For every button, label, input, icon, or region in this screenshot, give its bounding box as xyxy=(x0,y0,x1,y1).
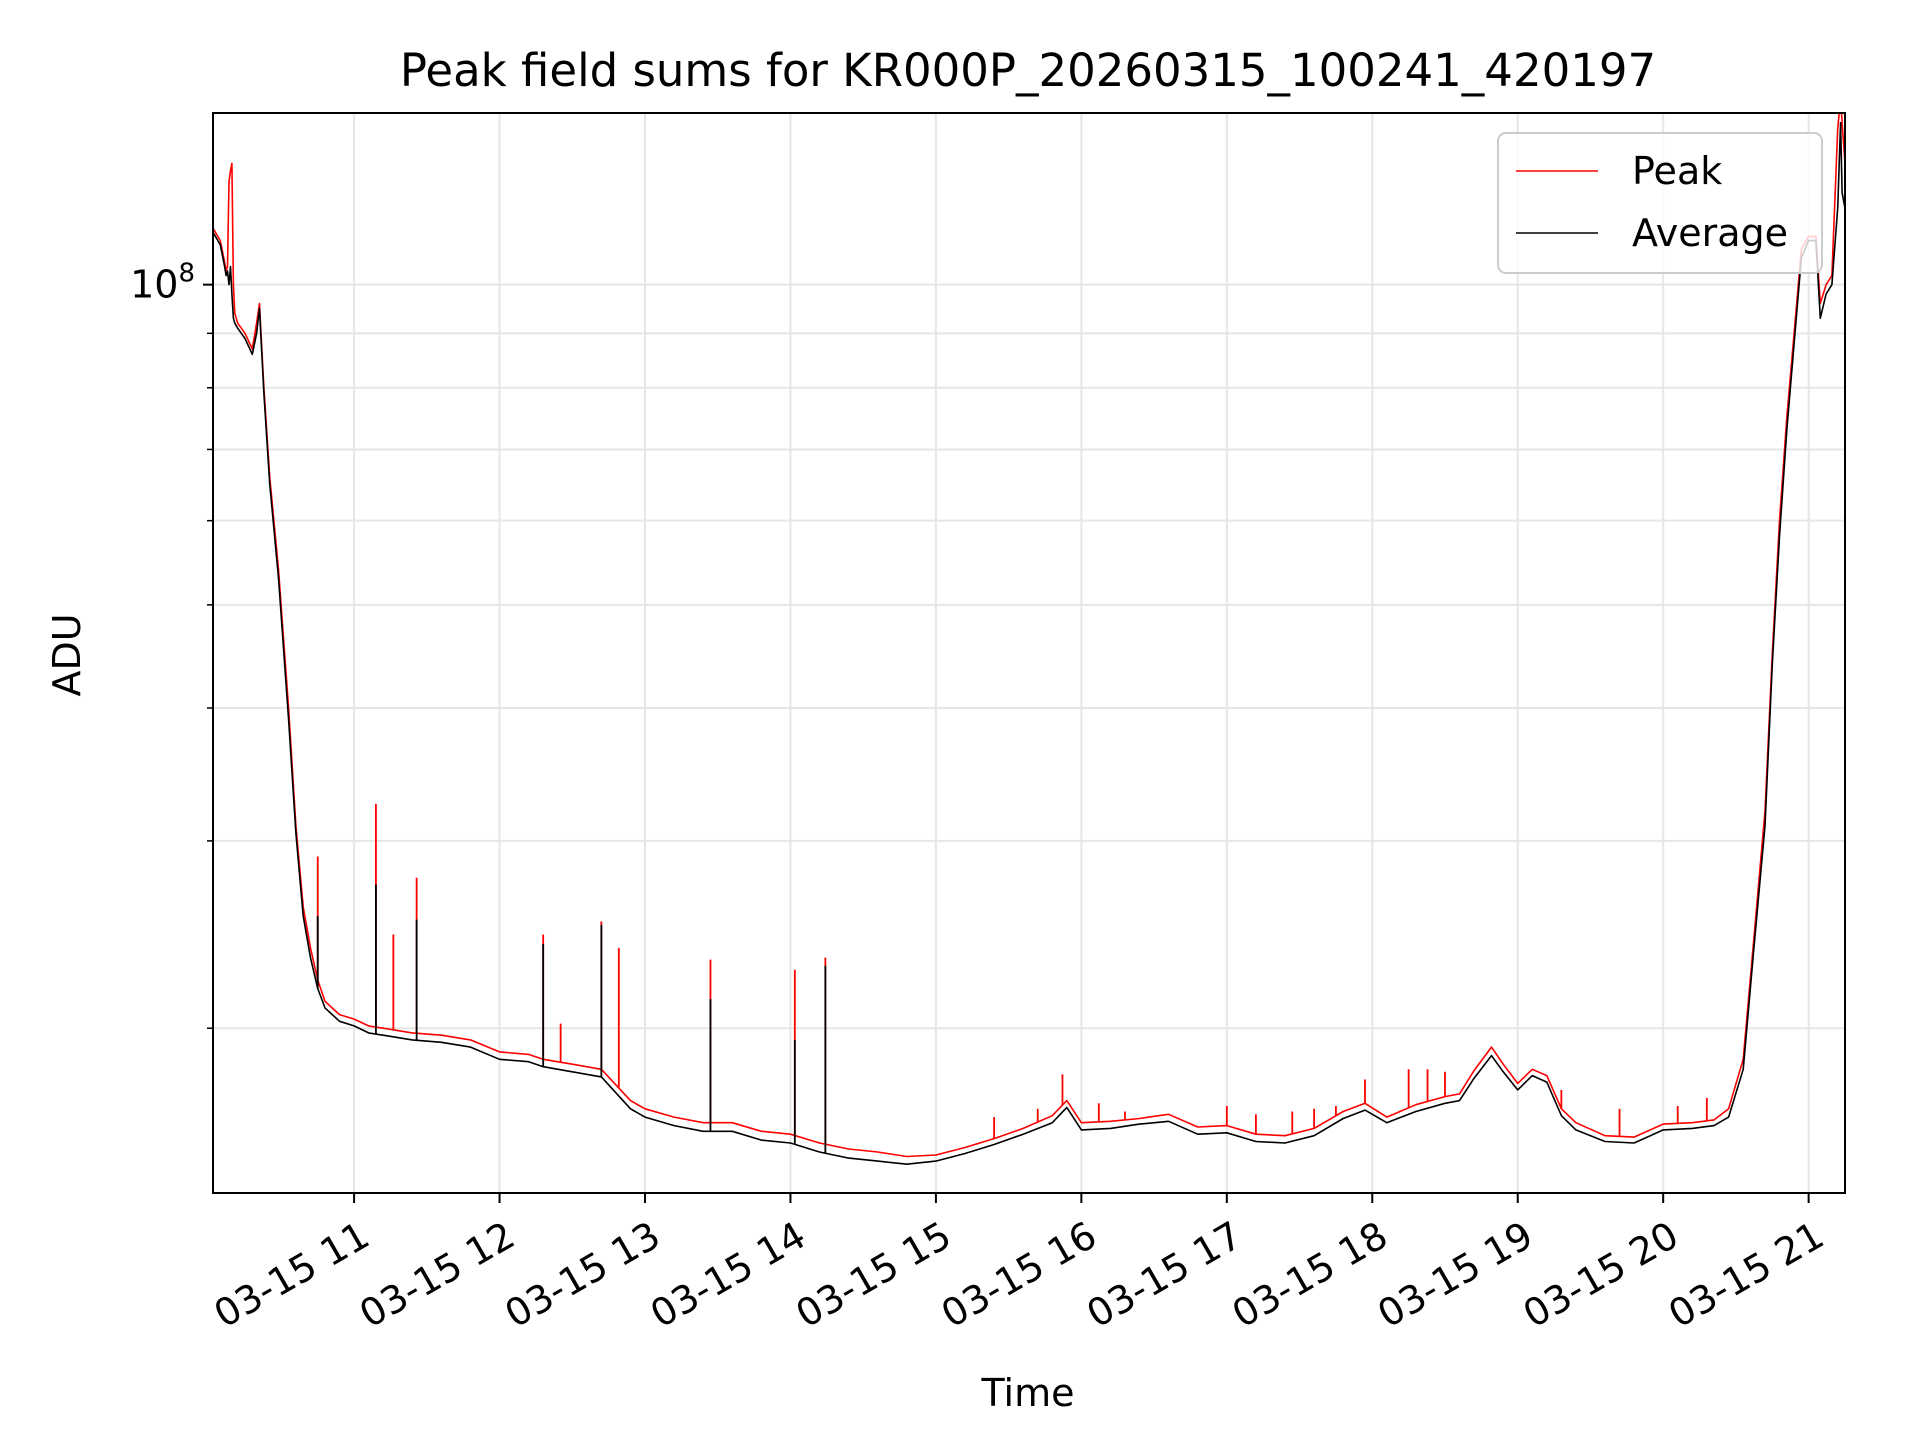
series-average xyxy=(213,121,1845,1165)
plot-area-frame xyxy=(212,112,1846,1194)
chart-title: Peak field sums for KR000P_20260315_1002… xyxy=(400,44,1656,97)
y-axis-ticks: 108 xyxy=(130,259,213,1029)
legend-label-average: Average xyxy=(1632,211,1788,255)
x-gridlines xyxy=(353,113,1810,1193)
x-axis-label: Time xyxy=(981,1371,1075,1415)
y-gridlines xyxy=(213,283,1845,1030)
y-tick-label: 108 xyxy=(130,259,195,307)
y-tick-label-exponent: 8 xyxy=(178,259,195,289)
legend-label-peak: Peak xyxy=(1632,149,1722,193)
legend: Peak Average xyxy=(1497,132,1823,274)
y-tick-label-base: 10 xyxy=(130,263,178,307)
series-layer xyxy=(213,113,1845,1165)
series-line-average xyxy=(213,121,1845,1165)
y-axis-label: ADU xyxy=(45,613,89,696)
legend-box xyxy=(1497,132,1823,274)
